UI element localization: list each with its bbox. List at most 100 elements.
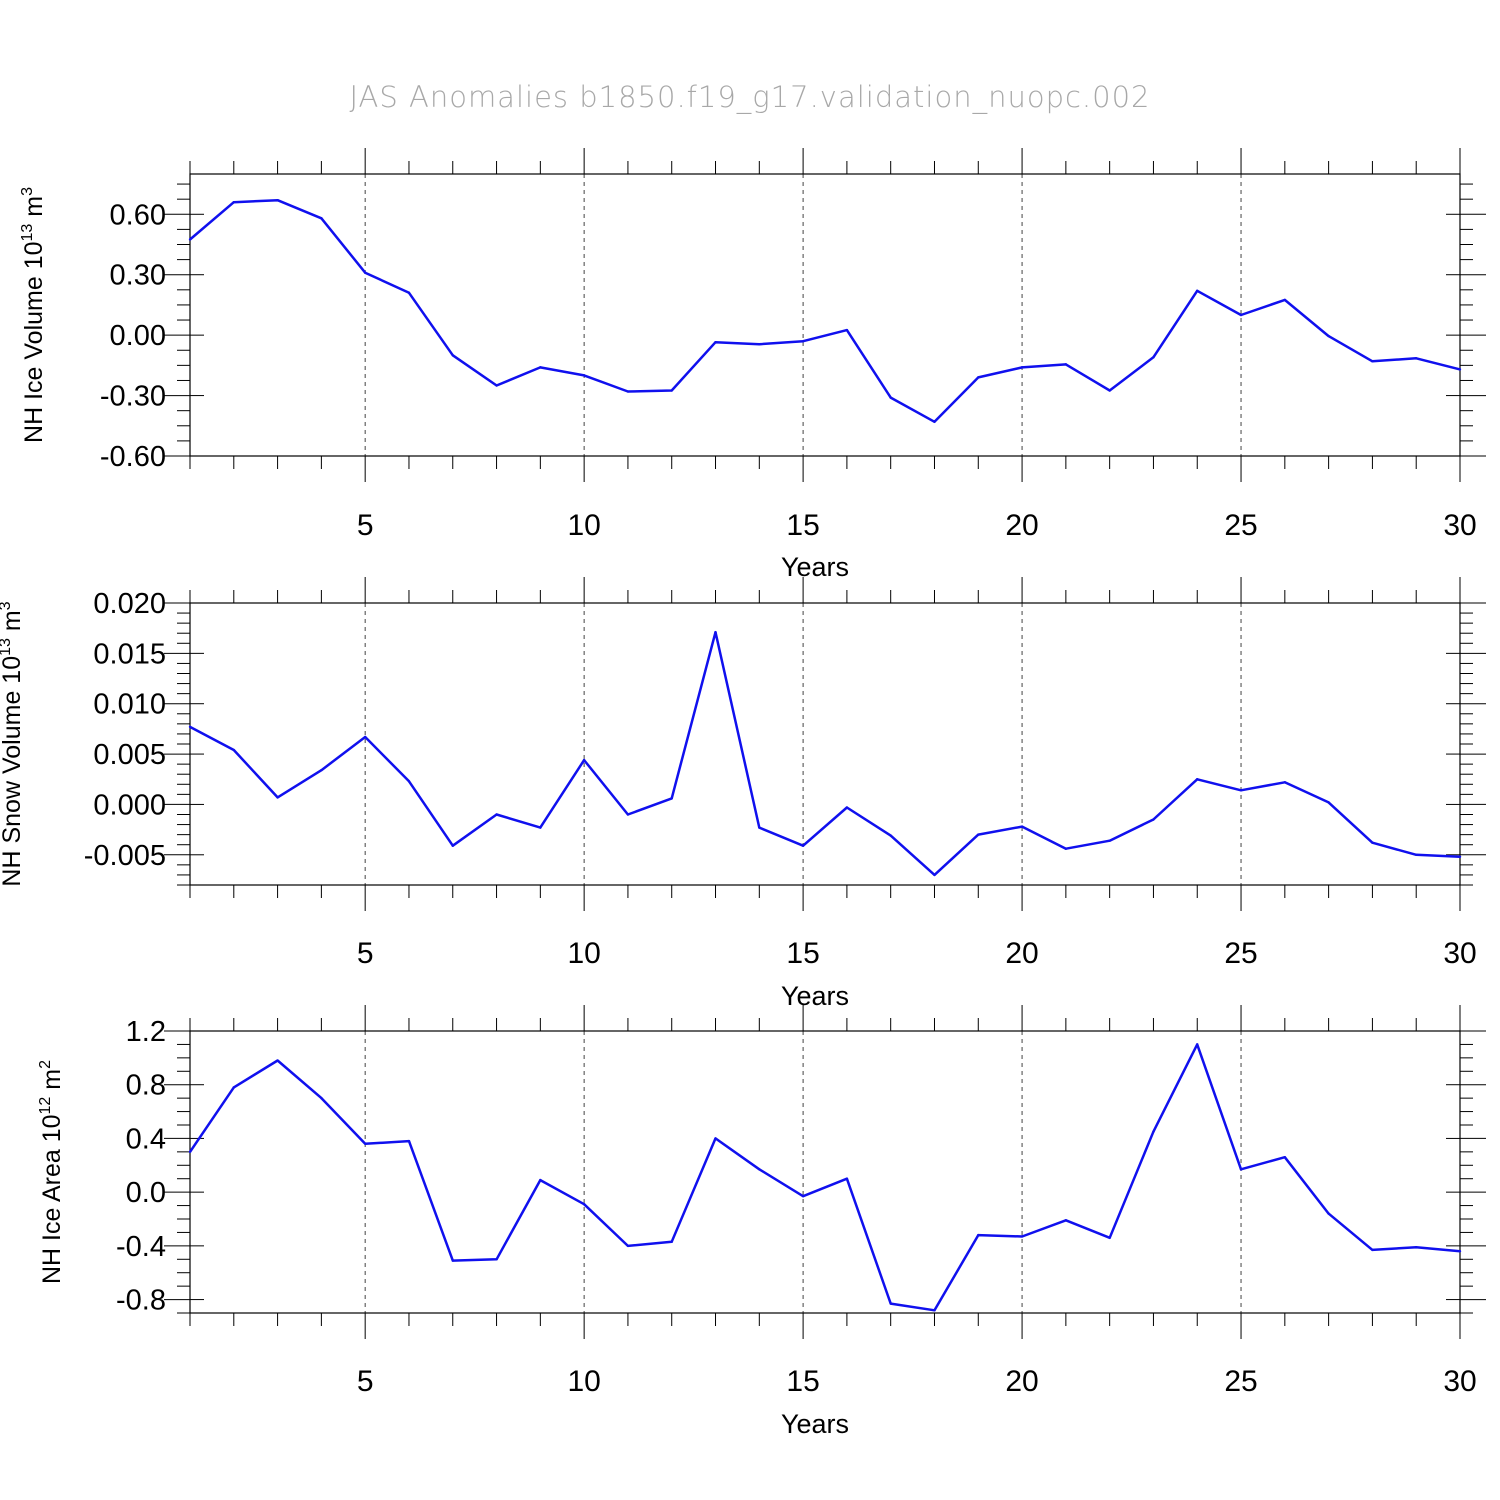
x-tick-label: 15 [786,509,819,542]
y-tick-label: 0.8 [126,1070,166,1102]
data-point [1283,781,1287,784]
plot-frame [189,602,1461,886]
data-point [276,198,279,202]
data-point [1239,789,1243,792]
data-point [933,420,936,423]
data-point [714,631,717,634]
data-point [1020,825,1024,828]
panel-ice-area: -0.8 -0.4 0.0 0.4 0.8 1.2 5 10 15 20 25 30 Years NH I… [37,1005,1486,1439]
data-point [1196,289,1199,293]
y-tick-label: 0.020 [93,588,166,620]
data-point [363,271,367,274]
data-point [670,797,673,800]
data-point [1283,298,1287,302]
data-point [407,291,411,295]
data-point [1108,839,1111,842]
data-point [1415,1246,1418,1249]
data-point [1108,1236,1111,1240]
data-point [1415,357,1418,360]
series-line [189,198,1461,424]
data-point [1327,801,1330,804]
data-point [758,1168,761,1171]
data-point [889,1302,892,1305]
data-point [845,1177,849,1180]
data-point [1458,1250,1462,1253]
data-point [1196,1043,1199,1046]
x-tick-label: 25 [1224,1365,1257,1398]
y-tick-label: -0.60 [100,441,166,473]
data-point [451,354,454,357]
data-point [670,1240,673,1244]
y-axis-label: NH Ice Area 1012 m2 [37,1060,66,1284]
data-point [1196,778,1199,781]
x-tick-label: 10 [567,1365,600,1398]
plot-frame [189,1030,1461,1314]
data-point [582,758,586,762]
y-tick-label: 0.0 [126,1177,166,1209]
y-tick-label: 0.015 [93,638,166,670]
plot-frame [189,173,1461,457]
data-point [232,748,235,752]
y-tick-label: -0.30 [100,381,166,413]
data-point [320,1096,323,1100]
y-tick-label: 0.000 [93,789,166,821]
x-tick-label: 5 [357,1365,374,1398]
data-point [714,340,717,344]
x-tick-label: 20 [1005,509,1038,542]
y-tick-label: 1.2 [126,1016,166,1048]
data-point [495,813,498,816]
data-point [1283,1156,1287,1159]
data-point [889,834,892,837]
data-point [801,339,805,343]
data-point [320,217,323,220]
x-tick-label: 15 [786,1365,819,1398]
y-tick-label: -0.4 [116,1231,166,1263]
data-point [758,826,761,829]
x-tick-label: 10 [567,937,600,970]
data-point [977,376,980,379]
data-point [407,1139,411,1143]
y-tick-label: 0.30 [110,260,166,292]
data-point [276,1059,279,1062]
data-point [626,813,630,816]
x-axis-label: Years [781,552,849,582]
data-point [495,1258,498,1261]
data-point [363,735,367,739]
data-point [801,844,805,847]
x-tick-label: 10 [567,509,600,542]
data-point [451,844,454,847]
data-point [1020,366,1024,369]
x-tick-label: 30 [1443,937,1476,970]
data-point [845,328,849,332]
y-axis-label: NH Snow Volume 1013 m3 [0,601,26,886]
data-point [539,366,542,369]
data-point [188,238,192,241]
data-point [1108,389,1111,392]
data-point [1327,1212,1330,1215]
data-point [977,1233,980,1237]
data-point [407,780,411,783]
data-point [1064,847,1068,850]
y-tick-label: 0.60 [110,199,166,231]
data-point [845,806,849,809]
x-tick-label: 30 [1443,1365,1476,1398]
figure-title: JAS Anomalies b1850.f19_g17.validation_n… [349,80,1151,114]
data-point [758,343,761,346]
x-axis-label: Years [781,981,849,1011]
data-point [188,725,192,729]
x-tick-label: 15 [786,937,819,970]
data-point [188,1150,192,1154]
data-point [495,384,498,387]
data-point [320,768,323,772]
data-point [1152,1130,1155,1133]
series-line [188,1043,1461,1312]
data-point [1458,855,1462,858]
data-point [626,390,630,393]
data-point [1152,356,1155,359]
data-point [977,833,980,836]
x-tick-label: 25 [1224,937,1257,970]
data-point [714,1137,717,1140]
x-tick-label: 30 [1443,509,1476,542]
data-point [276,796,279,799]
data-point [451,1259,454,1262]
